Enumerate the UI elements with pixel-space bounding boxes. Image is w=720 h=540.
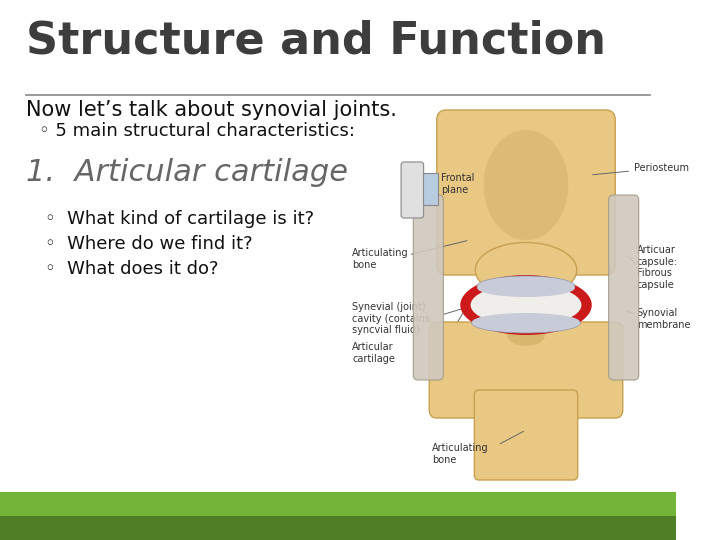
Text: Articuar
capsule:
Fibrous
capsule: Articuar capsule: Fibrous capsule xyxy=(637,245,678,290)
Text: Articulating
bone: Articulating bone xyxy=(432,443,489,464)
Ellipse shape xyxy=(471,284,582,326)
FancyBboxPatch shape xyxy=(423,173,438,205)
Text: Periosteum: Periosteum xyxy=(593,163,689,175)
Text: Articular
cartilage: Articular cartilage xyxy=(352,342,395,363)
Text: ◦  What kind of cartilage is it?: ◦ What kind of cartilage is it? xyxy=(45,210,314,228)
FancyBboxPatch shape xyxy=(413,195,444,380)
FancyBboxPatch shape xyxy=(0,492,676,516)
Text: ◦ 5 main structural characteristics:: ◦ 5 main structural characteristics: xyxy=(40,122,356,140)
FancyBboxPatch shape xyxy=(401,162,423,218)
Ellipse shape xyxy=(477,279,575,297)
Ellipse shape xyxy=(472,313,580,333)
Ellipse shape xyxy=(507,324,545,346)
Text: ◦  Where do we find it?: ◦ Where do we find it? xyxy=(45,235,253,253)
FancyBboxPatch shape xyxy=(608,195,639,380)
Text: Synovial
membrane: Synovial membrane xyxy=(637,308,690,329)
FancyBboxPatch shape xyxy=(474,390,577,480)
Text: Structure and Function: Structure and Function xyxy=(27,20,606,63)
FancyBboxPatch shape xyxy=(437,110,616,275)
Ellipse shape xyxy=(472,313,580,331)
Text: ◦  What does it do?: ◦ What does it do? xyxy=(45,260,219,278)
Text: Now let’s talk about synovial joints.: Now let’s talk about synovial joints. xyxy=(27,100,397,120)
Text: Synevial (joint)
cavity (contains
syncvial fluid): Synevial (joint) cavity (contains syncvi… xyxy=(352,302,431,335)
Ellipse shape xyxy=(484,130,568,240)
FancyBboxPatch shape xyxy=(429,322,623,418)
Ellipse shape xyxy=(460,275,592,335)
Ellipse shape xyxy=(477,276,575,296)
Ellipse shape xyxy=(475,242,577,298)
Text: 1.  Articular cartilage: 1. Articular cartilage xyxy=(27,158,348,187)
Text: Articulating
bone: Articulating bone xyxy=(352,248,409,269)
FancyBboxPatch shape xyxy=(0,516,676,540)
Text: Frontal
plane: Frontal plane xyxy=(441,173,475,194)
